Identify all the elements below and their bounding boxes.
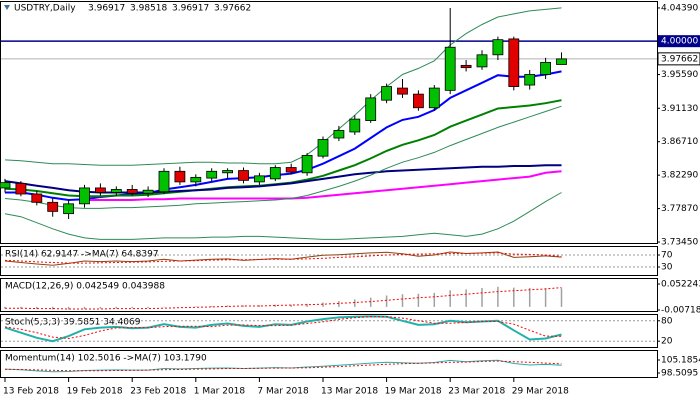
level-label: 4.00000 bbox=[661, 37, 698, 47]
candle-body bbox=[301, 155, 313, 174]
y-tick-label: 4.04390 bbox=[661, 3, 698, 13]
candle-body bbox=[508, 38, 520, 87]
candle-body bbox=[381, 86, 393, 101]
indicator-line bbox=[5, 70, 562, 202]
y-tick-label: 20 bbox=[661, 337, 673, 347]
candle-body bbox=[31, 193, 43, 203]
candle-body bbox=[174, 170, 186, 183]
indicator-line bbox=[4, 316, 562, 340]
x-tick-label: 23 Feb 2018 bbox=[130, 387, 186, 397]
y-tick-label: 70 bbox=[661, 251, 673, 261]
panel-frame bbox=[0, 1, 658, 244]
indicator-line bbox=[84, 170, 562, 201]
indicator-line bbox=[4, 251, 562, 266]
panel-frame bbox=[0, 246, 658, 276]
y-tick-label: 3.73450 bbox=[661, 238, 698, 248]
candle-body bbox=[476, 54, 488, 68]
indicator-line bbox=[4, 359, 562, 373]
header-high: 3.98518 bbox=[130, 4, 167, 14]
x-tick-label: 13 Mar 2018 bbox=[321, 387, 378, 397]
candle-body bbox=[95, 187, 106, 193]
y-tick-label: 30 bbox=[661, 263, 673, 273]
indicator-line bbox=[4, 7, 562, 166]
indicator-line bbox=[5, 287, 562, 310]
candle-body bbox=[126, 189, 138, 194]
y-tick-label: 3.91130 bbox=[661, 104, 698, 114]
last-price-box bbox=[657, 52, 700, 66]
x-tick-label: 19 Feb 2018 bbox=[67, 387, 123, 397]
last-price-label: 3.97662 bbox=[661, 54, 698, 64]
panel-frame bbox=[0, 350, 658, 378]
candle-body bbox=[492, 39, 504, 56]
indicator-line bbox=[4, 315, 562, 343]
indicator-line bbox=[4, 252, 562, 264]
y-tick-label: 0.052243 bbox=[661, 280, 700, 290]
candle-body bbox=[158, 170, 170, 193]
y-tick-label: 98.5095 bbox=[661, 368, 698, 378]
candle-body bbox=[540, 61, 551, 75]
candle-body bbox=[222, 170, 234, 174]
y-tick-label: 3.95590 bbox=[661, 70, 698, 80]
candle-body bbox=[15, 183, 27, 195]
level-box bbox=[658, 35, 700, 48]
candle-body bbox=[460, 64, 472, 69]
indicator-line bbox=[4, 105, 562, 209]
candle-body bbox=[333, 130, 345, 139]
indicator-line bbox=[4, 360, 562, 372]
panel-frame bbox=[0, 278, 658, 312]
panel-frame bbox=[0, 314, 658, 348]
header-open: 3.96917 bbox=[88, 4, 125, 14]
candle-body bbox=[47, 201, 59, 212]
candle-body bbox=[349, 118, 361, 133]
candle-body bbox=[79, 187, 90, 205]
candle-body bbox=[428, 87, 440, 109]
candle-body bbox=[285, 167, 297, 173]
candle-body bbox=[317, 139, 329, 157]
candle-body bbox=[397, 87, 408, 95]
y-tick-label: 105.1854 bbox=[661, 355, 700, 365]
x-tick-label: 19 Mar 2018 bbox=[385, 387, 442, 397]
indicator-line bbox=[4, 192, 562, 240]
candle-body bbox=[63, 203, 74, 215]
candle-body bbox=[365, 97, 377, 122]
indicator-label: Stoch(5,3,3) 39.5851 34.4069 bbox=[5, 318, 141, 328]
x-tick-label: 1 Mar 2018 bbox=[194, 387, 246, 397]
candle-body bbox=[206, 170, 218, 179]
candle-body bbox=[412, 93, 424, 109]
candle-body bbox=[110, 189, 122, 193]
y-tick-label: 3.77870 bbox=[661, 204, 698, 214]
y-tick-label: 3.86710 bbox=[661, 137, 698, 147]
symbol-title: USDTRY,Daily bbox=[14, 4, 76, 14]
candle-body bbox=[556, 58, 567, 65]
candle-body bbox=[444, 46, 456, 91]
y-tick-label: 80 bbox=[661, 316, 673, 326]
header-low: 3.96917 bbox=[172, 4, 209, 14]
x-tick-label: 7 Mar 2018 bbox=[257, 387, 309, 397]
candle-body bbox=[253, 175, 265, 183]
y-tick-label: -0.007183 bbox=[661, 306, 700, 316]
indicator-label: Momentum(14) 102.5016 ->MA(7) 103.1790 bbox=[5, 354, 207, 364]
candle-body bbox=[190, 176, 202, 183]
header-close: 3.97662 bbox=[214, 4, 251, 14]
candle-body bbox=[142, 189, 154, 194]
candle-body bbox=[238, 170, 249, 181]
x-tick-label: 23 Mar 2018 bbox=[448, 387, 505, 397]
indicator-label: MACD(12,26,9) 0.042549 0.043988 bbox=[5, 282, 165, 292]
symbol-icon bbox=[4, 5, 10, 10]
x-tick-label: 13 Feb 2018 bbox=[3, 387, 59, 397]
candle-body bbox=[524, 74, 536, 86]
candle-body bbox=[0, 182, 11, 189]
candle-body bbox=[269, 167, 281, 180]
y-tick-label: 3.82290 bbox=[661, 171, 698, 181]
x-tick-label: 29 Mar 2018 bbox=[512, 387, 569, 397]
